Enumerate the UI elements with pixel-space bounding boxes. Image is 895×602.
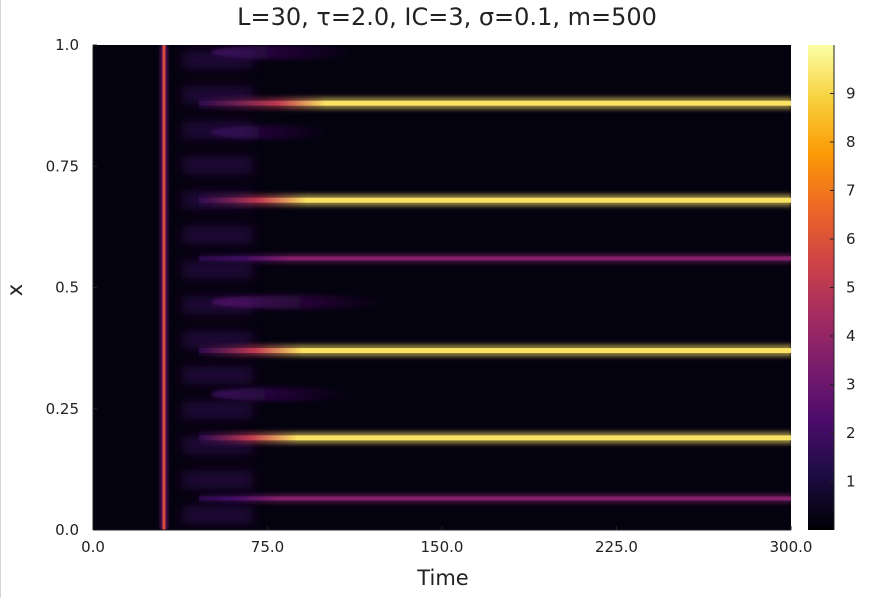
x-tick-label: 225.0 <box>595 538 638 556</box>
heatmap-cells <box>93 45 791 530</box>
steady-stripe <box>198 348 791 354</box>
transient-patch <box>182 226 253 244</box>
plot-area <box>93 45 791 530</box>
axes: 0.0 75.0 150.0 225.0 300.0 0.0 0.25 0.5 0.75 1.0 <box>46 36 813 556</box>
colorbar-tick-label: 1 <box>846 473 856 491</box>
transient-patch <box>182 401 253 419</box>
steady-stripe <box>198 496 791 501</box>
y-tick-label: 0.75 <box>46 157 79 175</box>
transient-patch <box>182 471 253 489</box>
vertical-band <box>162 45 166 530</box>
transient-patch <box>182 156 253 174</box>
transient-patch <box>182 261 253 279</box>
colorbar-tick-label: 4 <box>846 327 856 345</box>
y-tick-label: 0.25 <box>46 400 79 418</box>
chart-title: L=30, τ=2.0, IC=3, σ=0.1, m=500 <box>237 3 657 31</box>
y-tick-label: 0.0 <box>55 521 79 539</box>
transient-streak <box>210 387 349 402</box>
steady-stripe <box>198 435 791 441</box>
colorbar-gradient <box>808 45 834 530</box>
y-tick-label: 0.5 <box>55 279 79 297</box>
y-tick-label: 1.0 <box>55 36 79 54</box>
transient-patch <box>182 506 253 524</box>
x-tick-label: 150.0 <box>421 538 464 556</box>
steady-stripe <box>198 197 791 203</box>
colorbar-tick-label: 3 <box>846 376 856 394</box>
colorbar-tick-label: 6 <box>846 230 856 248</box>
transient-streak <box>210 45 354 60</box>
colorbar-tick-label: 8 <box>846 133 856 151</box>
colorbar-tick-label: 2 <box>846 424 856 442</box>
transient-patch <box>182 331 253 349</box>
transient-streak <box>210 125 331 140</box>
x-axis-label: Time <box>416 566 468 590</box>
colorbar-tick-label: 9 <box>846 85 856 103</box>
x-tick-label: 300.0 <box>770 538 813 556</box>
heatmap-background <box>93 45 791 530</box>
transient-streak <box>210 295 384 310</box>
y-axis-label: x <box>3 284 27 296</box>
steady-stripe <box>198 256 791 261</box>
colorbar-tick-label: 5 <box>846 279 856 297</box>
steady-stripe <box>198 100 791 106</box>
x-tick-label: 75.0 <box>251 538 284 556</box>
panel-divider <box>0 0 1 598</box>
x-tick-label: 0.0 <box>81 538 105 556</box>
transient-patch <box>182 366 253 384</box>
colorbar-tick-label: 7 <box>846 182 856 200</box>
colorbar: 1 2 3 4 5 6 7 8 9 <box>808 45 856 530</box>
